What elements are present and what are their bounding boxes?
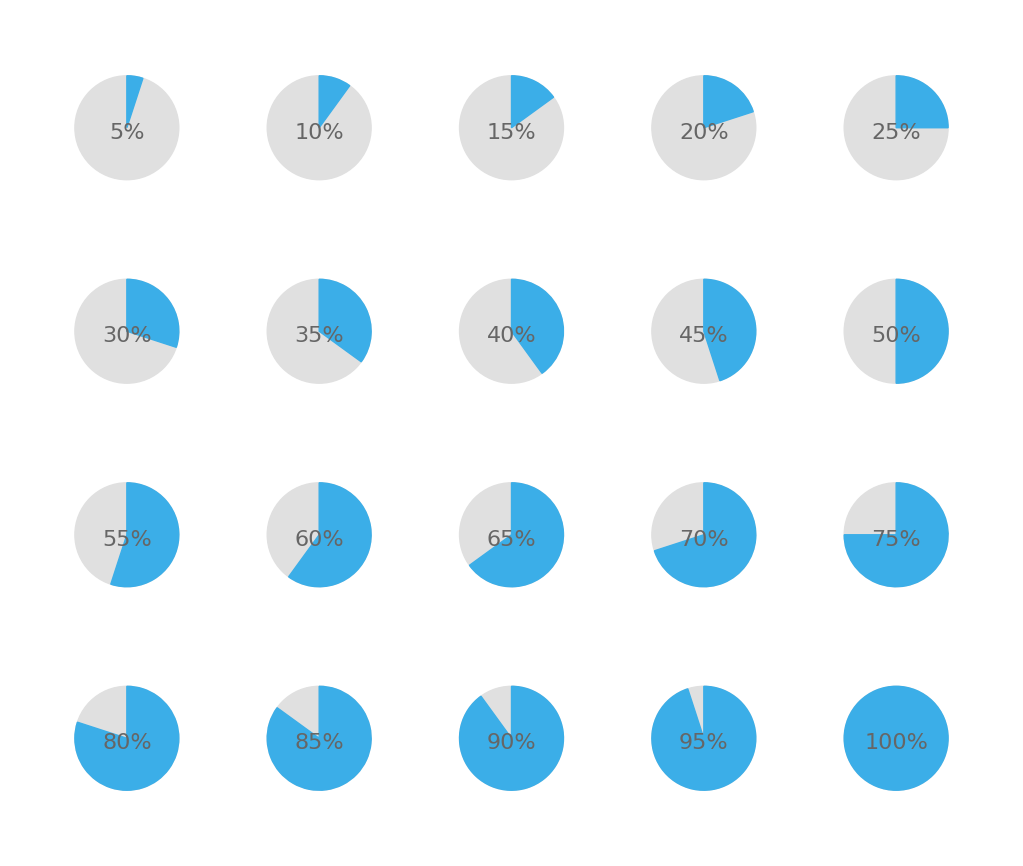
- Text: 80%: 80%: [102, 734, 151, 753]
- Circle shape: [844, 75, 948, 179]
- Wedge shape: [110, 482, 179, 586]
- Wedge shape: [512, 279, 564, 373]
- Circle shape: [459, 482, 564, 587]
- Wedge shape: [844, 482, 948, 586]
- Text: 70%: 70%: [679, 530, 728, 550]
- Wedge shape: [127, 75, 143, 127]
- Circle shape: [844, 686, 948, 790]
- Wedge shape: [512, 75, 553, 127]
- Text: 20%: 20%: [679, 123, 728, 143]
- Circle shape: [75, 279, 179, 383]
- Circle shape: [75, 686, 179, 790]
- Circle shape: [844, 279, 948, 383]
- Text: 90%: 90%: [487, 734, 536, 753]
- Text: 30%: 30%: [102, 326, 151, 346]
- Circle shape: [459, 75, 564, 179]
- Text: 50%: 50%: [872, 326, 921, 346]
- Wedge shape: [288, 482, 371, 586]
- Text: 25%: 25%: [872, 123, 921, 143]
- Circle shape: [459, 279, 564, 383]
- Circle shape: [652, 482, 756, 587]
- Text: 5%: 5%: [109, 123, 144, 143]
- Wedge shape: [652, 686, 756, 790]
- Text: 40%: 40%: [487, 326, 536, 346]
- Circle shape: [459, 686, 564, 790]
- Wedge shape: [704, 279, 756, 381]
- Circle shape: [75, 75, 179, 179]
- Text: 10%: 10%: [295, 123, 344, 143]
- Wedge shape: [704, 75, 753, 127]
- Wedge shape: [470, 482, 564, 586]
- Circle shape: [267, 482, 371, 587]
- Text: 45%: 45%: [679, 326, 728, 346]
- Wedge shape: [75, 686, 179, 790]
- Circle shape: [75, 482, 179, 587]
- Wedge shape: [459, 686, 564, 790]
- Text: 60%: 60%: [295, 530, 344, 550]
- Text: 75%: 75%: [872, 530, 921, 550]
- Text: 55%: 55%: [102, 530, 151, 550]
- Wedge shape: [896, 279, 948, 383]
- Wedge shape: [267, 686, 371, 790]
- Text: 65%: 65%: [487, 530, 536, 550]
- Wedge shape: [127, 279, 179, 347]
- Text: 100%: 100%: [864, 734, 928, 753]
- Text: 15%: 15%: [487, 123, 536, 143]
- Circle shape: [652, 75, 756, 179]
- Circle shape: [844, 482, 948, 587]
- Circle shape: [267, 686, 371, 790]
- Text: 85%: 85%: [295, 734, 344, 753]
- Wedge shape: [319, 75, 350, 127]
- Circle shape: [652, 686, 756, 790]
- Wedge shape: [319, 279, 371, 362]
- Circle shape: [267, 279, 371, 383]
- Wedge shape: [655, 482, 756, 586]
- Circle shape: [267, 75, 371, 179]
- Wedge shape: [844, 686, 948, 790]
- Text: 95%: 95%: [679, 734, 728, 753]
- Circle shape: [652, 279, 756, 383]
- Wedge shape: [896, 75, 948, 127]
- Text: 35%: 35%: [295, 326, 344, 346]
